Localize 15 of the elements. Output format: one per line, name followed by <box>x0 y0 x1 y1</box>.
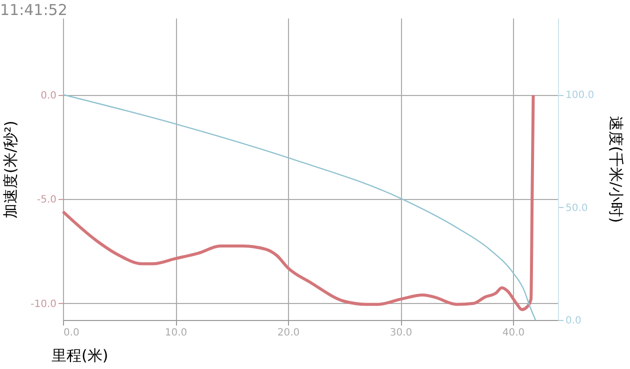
annotation: 11:41:52 <box>0 1 68 19</box>
x-tick-label: 30.0 <box>390 328 412 338</box>
y2-tick-label: 0.0 <box>566 316 582 326</box>
y2-tick-label: 100.0 <box>566 90 594 102</box>
y2-tick-label: 50.0 <box>566 202 588 214</box>
y-axis-title: 加速度(米/秒²) <box>2 120 20 218</box>
x-tick-label: 10.0 <box>164 328 188 338</box>
y-tick-label: -5.0 <box>36 194 56 206</box>
y2-axis-title: 速度(千米/小时) <box>607 116 626 223</box>
y-tick-label: 0.0 <box>40 90 56 102</box>
x-tick-label: 40.0 <box>502 328 525 338</box>
x-tick-label: 0.0 <box>64 328 80 338</box>
y-tick-label: -10.0 <box>30 298 56 310</box>
x-axis-title: 里程(米) <box>52 346 108 364</box>
x-tick-label: 20.0 <box>277 328 300 338</box>
